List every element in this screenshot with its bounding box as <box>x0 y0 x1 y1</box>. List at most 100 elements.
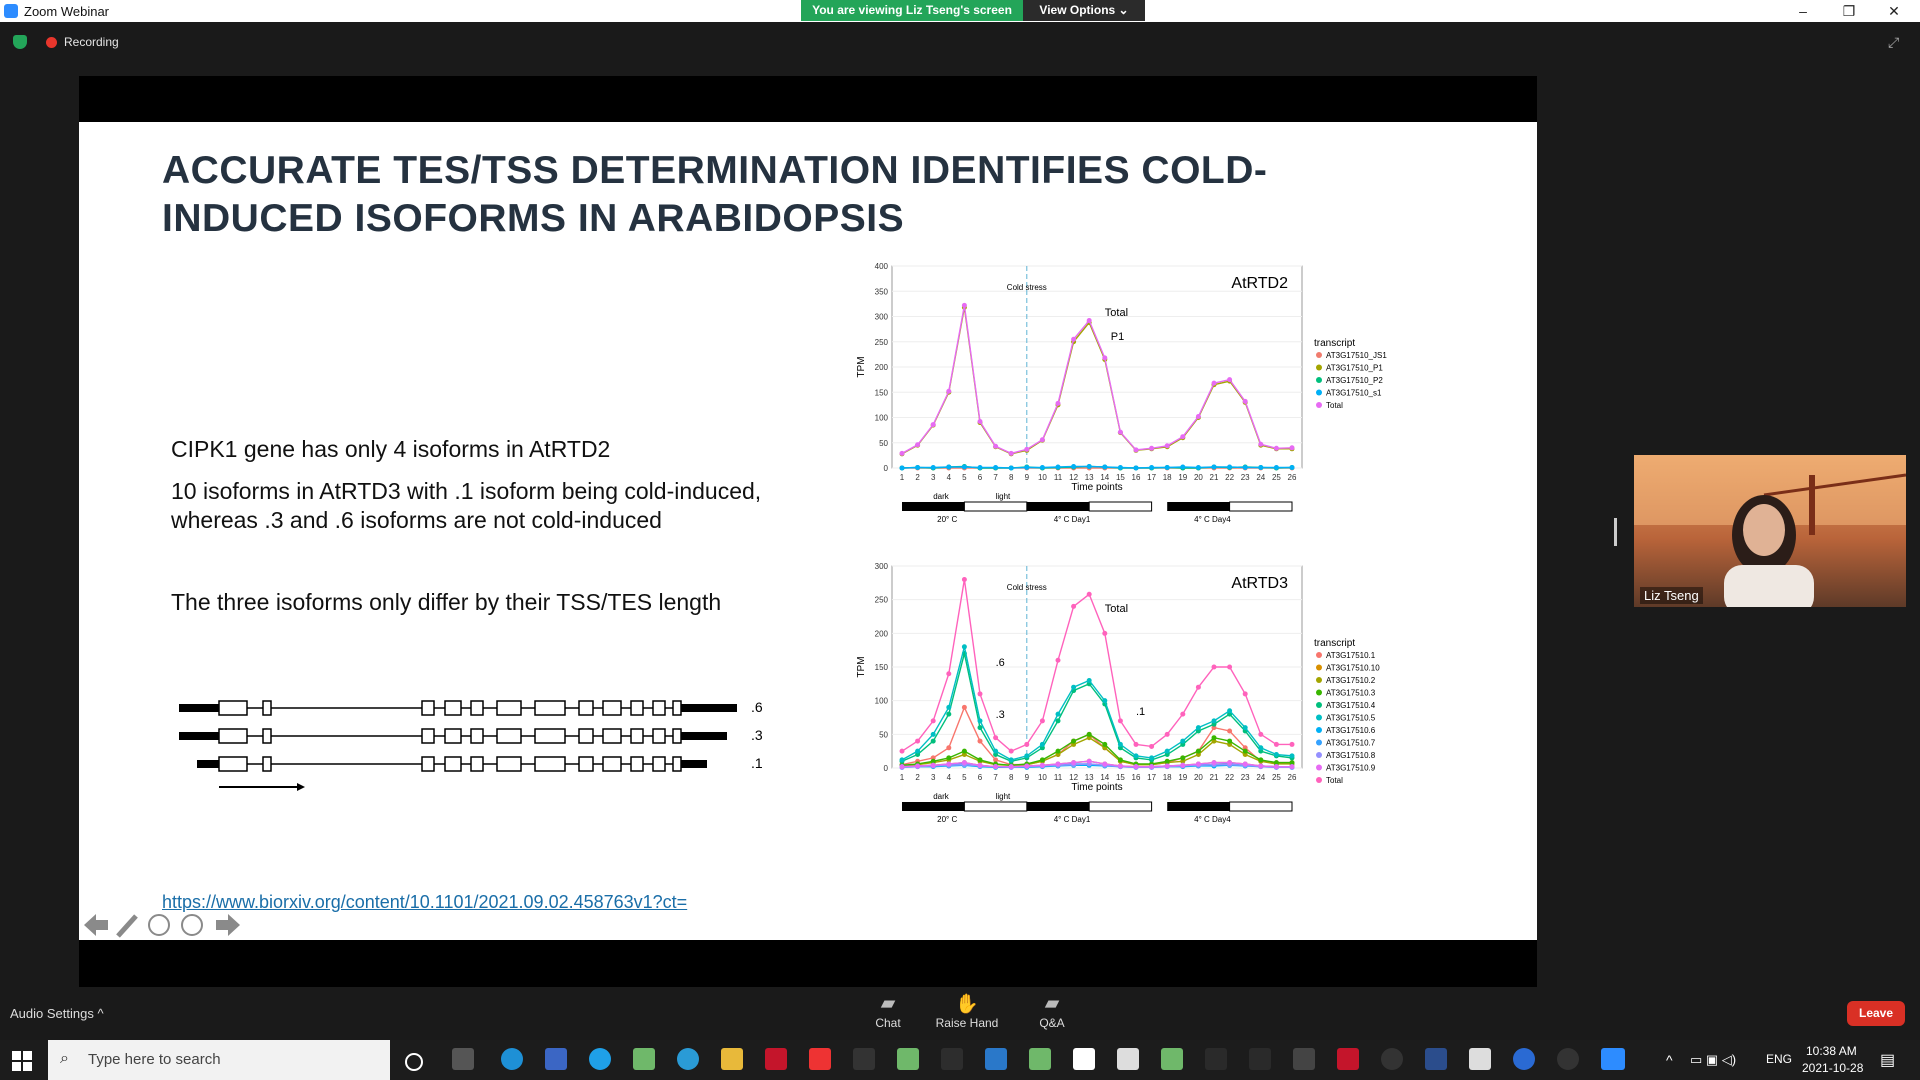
internet-explorer-icon[interactable] <box>501 1048 523 1070</box>
data-point <box>1055 761 1061 767</box>
data-point <box>1102 464 1108 470</box>
isoform-structure-diagram: .6 .3 .1 <box>179 699 763 791</box>
slide-sorter-icon[interactable] <box>148 914 170 936</box>
data-point <box>993 748 999 754</box>
app-icon-22[interactable] <box>1425 1048 1447 1070</box>
app-icon-14[interactable] <box>1073 1048 1095 1070</box>
chat-button[interactable]: ▰ Chat <box>868 992 908 1030</box>
taskbar-time[interactable]: 10:38 AM <box>1806 1044 1857 1058</box>
tray-chevron-icon[interactable]: ^ <box>1666 1052 1673 1068</box>
app-icon-13[interactable] <box>1029 1048 1051 1070</box>
windows-start-icon[interactable] <box>12 1051 32 1071</box>
github-icon[interactable] <box>1381 1048 1403 1070</box>
data-point <box>977 718 983 724</box>
taskbar-date[interactable]: 2021-10-28 <box>1802 1061 1864 1075</box>
app-icon-23[interactable] <box>1469 1048 1491 1070</box>
x-tick-label: 15 <box>1116 773 1125 782</box>
zoom-taskbar-icon[interactable] <box>1601 1048 1625 1070</box>
app-icon-17[interactable] <box>1205 1048 1227 1070</box>
leave-button[interactable]: Leave <box>1847 1001 1905 1026</box>
data-point <box>1273 445 1279 451</box>
app-icon-5[interactable] <box>677 1048 699 1070</box>
more-options-icon[interactable] <box>181 914 203 936</box>
data-point <box>1195 684 1201 690</box>
minimize-button[interactable]: – <box>1799 3 1807 19</box>
search-placeholder: Type here to search <box>88 1051 221 1068</box>
restore-button[interactable]: ❐ <box>1842 3 1856 19</box>
app-icon-9[interactable] <box>853 1048 875 1070</box>
x-tick-label: 14 <box>1100 473 1109 482</box>
raise-hand-button[interactable]: ✋ Raise Hand <box>932 992 1002 1030</box>
notification-icon[interactable]: ▤ <box>1880 1052 1896 1069</box>
x-tick-label: 4 <box>947 473 952 482</box>
x-tick-label: 11 <box>1054 773 1063 782</box>
close-button[interactable]: ✕ <box>1888 3 1900 19</box>
app-icon-11[interactable] <box>941 1048 963 1070</box>
series-line <box>901 736 1292 767</box>
data-point <box>1180 738 1186 744</box>
condition-label: 20° C <box>937 515 957 524</box>
data-point <box>930 738 936 744</box>
legend-entry: AT3G17510_P2 <box>1326 376 1383 385</box>
file-explorer-icon[interactable] <box>721 1048 743 1070</box>
data-point <box>1102 355 1108 361</box>
app-icon-25[interactable] <box>1557 1048 1579 1070</box>
record-icon <box>46 37 57 48</box>
data-point <box>1086 758 1092 764</box>
dark-band <box>1167 502 1230 511</box>
qa-button[interactable]: ▰ Q&A <box>1030 992 1074 1030</box>
app-icon-2[interactable] <box>545 1048 567 1070</box>
task-view-icon[interactable] <box>452 1048 474 1070</box>
panel-resize-handle[interactable] <box>1614 518 1617 546</box>
presenter-video[interactable]: Liz Tseng <box>1634 455 1906 607</box>
app-icon-16[interactable] <box>1161 1048 1183 1070</box>
legend-entry: AT3G17510.2 <box>1326 676 1376 685</box>
data-point <box>1289 764 1295 770</box>
hand-icon: ✋ <box>955 994 979 1015</box>
data-point <box>946 464 952 470</box>
dark-band <box>1026 802 1090 811</box>
x-tick-label: 5 <box>962 473 967 482</box>
condition-label: 20° C <box>937 815 957 824</box>
data-point <box>915 748 921 754</box>
pen-icon[interactable] <box>116 914 138 938</box>
annotation-cold-stress: Cold stress <box>1007 583 1047 592</box>
legend-swatch <box>1316 752 1322 758</box>
app-icon-15[interactable] <box>1117 1048 1139 1070</box>
next-slide-icon[interactable] <box>216 914 240 936</box>
edge-icon[interactable] <box>589 1048 611 1070</box>
data-point <box>1242 464 1248 470</box>
data-point <box>1164 748 1170 754</box>
taskbar-search[interactable]: ⌕ Type here to search <box>48 1040 390 1080</box>
app-icon-18[interactable] <box>1249 1048 1271 1070</box>
app-icon-4[interactable] <box>633 1048 655 1070</box>
legend-swatch <box>1316 689 1322 696</box>
data-point <box>1180 762 1186 768</box>
y-tick-label: 0 <box>884 764 889 773</box>
app-icon-12[interactable] <box>985 1048 1007 1070</box>
app-icon-7[interactable] <box>765 1048 787 1070</box>
word-icon[interactable] <box>1293 1048 1315 1070</box>
fullscreen-icon[interactable]: ⤢ <box>1888 34 1900 50</box>
data-point <box>1180 755 1186 761</box>
cortana-icon[interactable] <box>405 1053 423 1071</box>
x-tick-label: 23 <box>1241 473 1250 482</box>
data-point <box>1195 413 1201 419</box>
tray-icons[interactable]: ▭ ▣ ◁) <box>1690 1052 1737 1067</box>
data-point <box>1117 464 1123 470</box>
previous-slide-icon[interactable] <box>84 914 108 936</box>
shield-icon[interactable] <box>13 35 27 49</box>
audio-settings-button[interactable]: Audio Settings ^ <box>10 1006 104 1021</box>
language-indicator[interactable]: ENG <box>1766 1052 1793 1066</box>
app-icon-10[interactable] <box>897 1048 919 1070</box>
legend-swatch <box>1316 364 1322 371</box>
app-icon-8[interactable] <box>809 1048 831 1070</box>
data-point <box>930 731 936 737</box>
light-band <box>963 801 1028 812</box>
legend-swatch <box>1316 352 1322 358</box>
r-icon[interactable] <box>1513 1048 1535 1070</box>
data-point <box>1242 725 1248 731</box>
biorxiv-link[interactable]: https://www.biorxiv.org/content/10.1101/… <box>162 892 688 912</box>
app-icon-20[interactable] <box>1337 1048 1359 1070</box>
view-options-button[interactable]: View Options ⌄ <box>1023 0 1145 21</box>
